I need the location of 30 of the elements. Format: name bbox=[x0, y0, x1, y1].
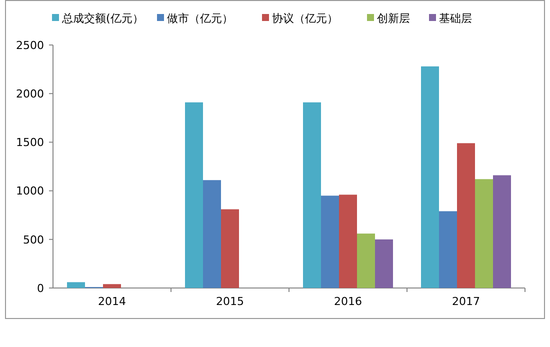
y-tick-label: 1000 bbox=[16, 184, 44, 198]
x-tick-label: 2016 bbox=[334, 295, 362, 308]
bar bbox=[221, 209, 239, 288]
bar bbox=[339, 194, 357, 288]
legend-label: 创新层 bbox=[377, 12, 410, 25]
legend-label: 基础层 bbox=[439, 12, 472, 25]
bar bbox=[475, 179, 493, 288]
y-tick-label: 0 bbox=[37, 282, 44, 295]
x-tick-label: 2015 bbox=[216, 295, 244, 308]
bar bbox=[439, 211, 457, 288]
bar bbox=[357, 234, 375, 288]
bar bbox=[303, 102, 321, 288]
y-tick-label: 1500 bbox=[16, 136, 44, 150]
bar bbox=[103, 284, 121, 288]
bar bbox=[421, 66, 439, 288]
x-tick-label: 2014 bbox=[98, 295, 126, 308]
legend-label: 总成交额(亿元） bbox=[61, 12, 144, 25]
legend-label: 协议（亿元） bbox=[272, 12, 338, 25]
bar bbox=[203, 180, 221, 288]
y-tick-label: 500 bbox=[23, 233, 44, 246]
bar bbox=[457, 143, 475, 288]
bar bbox=[67, 282, 85, 288]
y-tick-label: 2500 bbox=[16, 38, 44, 52]
bar bbox=[185, 102, 203, 288]
bar bbox=[375, 239, 393, 288]
x-tick-label: 2017 bbox=[452, 295, 480, 308]
bar bbox=[493, 175, 511, 288]
bar bbox=[321, 196, 339, 288]
legend-label: 做市（亿元） bbox=[167, 12, 233, 25]
y-tick-label: 2000 bbox=[16, 87, 44, 100]
